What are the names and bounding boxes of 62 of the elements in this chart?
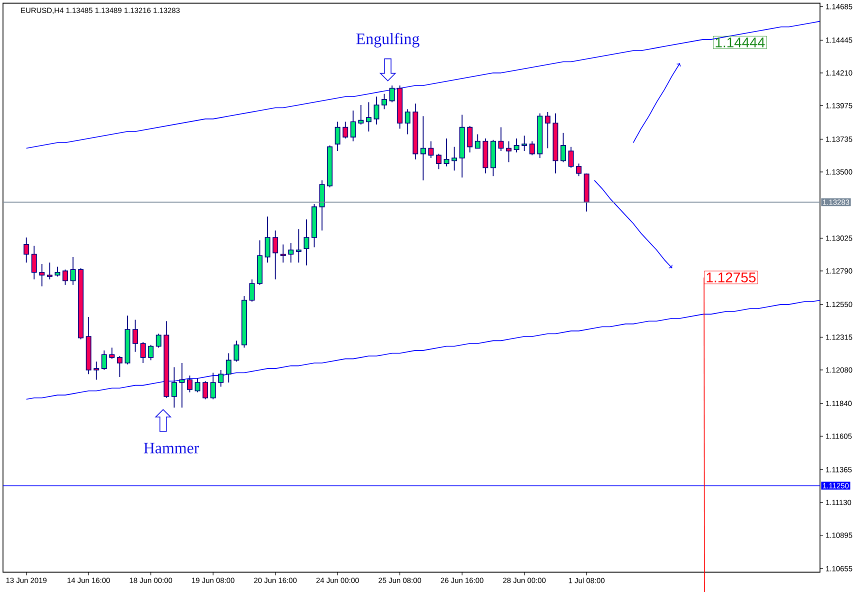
- candlestick: [382, 93, 388, 110]
- candlestick: [576, 163, 582, 177]
- candlestick: [296, 228, 302, 264]
- candlestick: [544, 112, 550, 149]
- candlestick: [436, 153, 442, 170]
- candlestick: [156, 333, 162, 348]
- annotation: 1.14444: [716, 38, 765, 48]
- candlestick: [179, 362, 185, 408]
- candlestick: [529, 140, 535, 156]
- candlestick: [132, 319, 138, 352]
- candlestick: [187, 375, 192, 393]
- candlestick: [94, 361, 100, 380]
- candlestick: [374, 96, 380, 125]
- candlestick: [498, 126, 504, 152]
- candlestick: [140, 342, 146, 364]
- candlestick: [389, 85, 395, 103]
- candlestick: [264, 216, 270, 264]
- candlestick: [202, 380, 208, 400]
- candlestick: [194, 378, 200, 393]
- candlestick: [467, 125, 473, 153]
- candlestick: [334, 121, 340, 152]
- candlestick: [148, 344, 154, 361]
- candlestick: [249, 278, 255, 302]
- candlestick: [568, 146, 574, 168]
- annotation: Hammer: [144, 442, 200, 454]
- candlestick: [109, 347, 115, 360]
- candlestick: [39, 264, 45, 287]
- candlestick: [514, 138, 520, 153]
- candlestick: [234, 340, 240, 362]
- candlestick: [288, 242, 294, 264]
- candlestick: [218, 370, 224, 388]
- candlestick: [444, 138, 450, 167]
- candlestick: [116, 356, 122, 378]
- candlestick: [366, 102, 372, 132]
- annotation: 1.12755: [706, 272, 756, 282]
- candlestick: [226, 352, 232, 383]
- line-series: [632, 63, 681, 144]
- candlestick: [319, 180, 325, 231]
- candlestick: [272, 230, 278, 280]
- candlestick: [280, 244, 286, 264]
- candlestick: [506, 140, 512, 163]
- candlestick: [428, 140, 434, 158]
- candlestick: [452, 146, 458, 171]
- candlestick: [24, 237, 30, 264]
- candlestick: [54, 266, 60, 277]
- candlestick: [31, 245, 37, 280]
- candlestick: [420, 116, 426, 181]
- candlestick: [342, 121, 348, 139]
- candlestick: [46, 262, 52, 280]
- candlestick: [101, 350, 107, 370]
- candlestick: [304, 218, 310, 266]
- candlestick: [171, 366, 177, 408]
- candlestick: [560, 132, 566, 163]
- candlestick: [358, 104, 364, 125]
- candlestick: [350, 110, 356, 142]
- annotation: Engulfing: [356, 32, 420, 48]
- candlestick: [522, 135, 528, 152]
- candlestick: [404, 108, 410, 135]
- candlestick: [62, 269, 68, 286]
- candlestick: [70, 256, 76, 286]
- candlestick: [210, 372, 216, 400]
- candlestick: [474, 134, 480, 149]
